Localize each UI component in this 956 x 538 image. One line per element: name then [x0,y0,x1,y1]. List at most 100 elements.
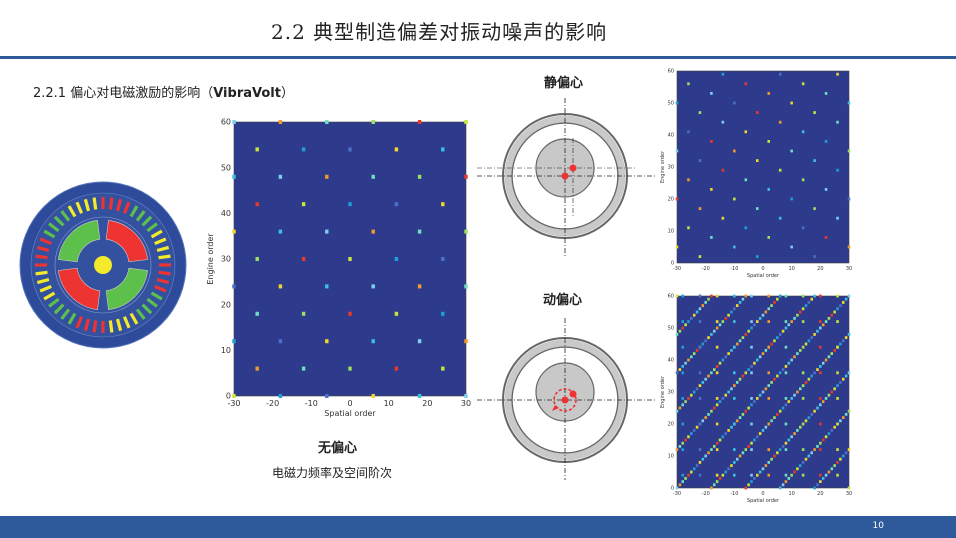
heat-cell [755,473,759,477]
heat-cell [727,428,730,432]
heat-cell [790,358,793,362]
heat-cell [807,377,811,381]
heat-cell [724,316,728,320]
heat-cell [733,422,736,426]
x-tick-label: 10 [788,266,794,272]
heat-cell [778,332,782,336]
heat-cell [744,409,748,413]
x-tick-label: 30 [846,266,852,272]
heat-cell [675,149,679,153]
heat-cell [710,139,713,143]
y-tick-label: 0 [671,261,674,267]
heat-cell [733,345,736,349]
heat-cell [417,229,422,234]
heat-cell [698,255,702,259]
heat-cell [394,147,399,152]
heat-cell [394,311,399,316]
heat-cell [255,147,259,152]
heat-cell [730,387,733,391]
heat-cell [810,412,814,416]
heat-cell [690,470,693,474]
heat-cell [710,448,713,452]
heat-cell [255,366,259,371]
heat-cell [758,316,762,320]
heat-cell [721,358,725,362]
heat-cell [847,101,851,105]
heat-cell [824,235,828,239]
heat-cell [767,187,771,191]
heat-cell [690,355,693,359]
heat-cell [821,361,825,365]
heat-cell [753,476,756,480]
heat-cell [816,483,819,487]
heat-cell [738,339,742,343]
heat-cell [675,332,679,336]
heat-cell [704,339,707,343]
heat-cell [767,91,771,95]
y-tick-label: 20 [668,422,674,428]
heat-cell [690,432,693,436]
y-tick-label: 10 [668,229,674,235]
y-tick-label: 50 [221,163,231,172]
heat-cell [698,307,702,311]
y-tick-label: 30 [668,390,674,396]
heat-cell [798,387,802,391]
heat-cell [790,197,793,201]
heat-cell [776,451,779,455]
heat-cell [847,149,851,153]
heat-cell [764,310,768,314]
heat-cell [819,480,822,484]
heat-cell [773,377,776,381]
heat-cell [441,311,445,316]
y-tick-label: 20 [221,300,231,309]
y-tick-label: 20 [668,197,674,203]
heat-cell [371,393,375,399]
heat-cell [793,316,796,320]
heat-cell [747,368,750,372]
heat-cell [847,448,851,452]
section-subtitle: 2.2.1 偏心对电磁激励的影响（VibraVolt） [33,82,294,101]
heat-cell [821,400,825,404]
heat-cell [747,444,750,448]
heat-cell [753,400,756,404]
label-no-eccentricity: 无偏心 [318,441,358,456]
heat-cell [813,111,816,115]
heat-cell [695,464,699,468]
heat-cell [767,371,771,375]
heat-cell [733,320,736,324]
heat-cell [827,355,831,359]
heat-cell [755,111,759,115]
heat-cell [721,396,725,400]
heat-cell [255,311,259,316]
heat-cell [813,332,816,336]
heat-cell [767,235,771,239]
heat-cell [801,320,805,324]
heat-cell [813,159,816,163]
heat-cell [781,329,785,333]
x-axis-label: Spatial order [747,273,780,279]
title-underline [0,56,956,59]
heat-cell [801,448,805,452]
heat-cell [278,393,283,399]
heat-cell [710,235,713,239]
heat-cell [232,174,236,179]
heat-cell [787,323,791,327]
heat-cell [724,432,728,436]
heat-cell [715,448,719,452]
heat-cell [847,332,851,336]
heat-cell [721,216,725,220]
heat-cell [715,294,719,298]
heat-cell [819,345,822,349]
heat-cell [687,178,690,182]
heat-cell [394,366,399,371]
heat-cell [232,393,236,399]
heat-cell [744,130,748,134]
heat-cell [784,371,788,375]
heat-cell [758,470,762,474]
heat-cell [801,226,805,230]
heat-cell [464,393,468,399]
heat-cell [394,202,399,207]
heat-cell [839,419,842,423]
heat-cell [770,342,773,346]
heat-cell [417,393,422,399]
